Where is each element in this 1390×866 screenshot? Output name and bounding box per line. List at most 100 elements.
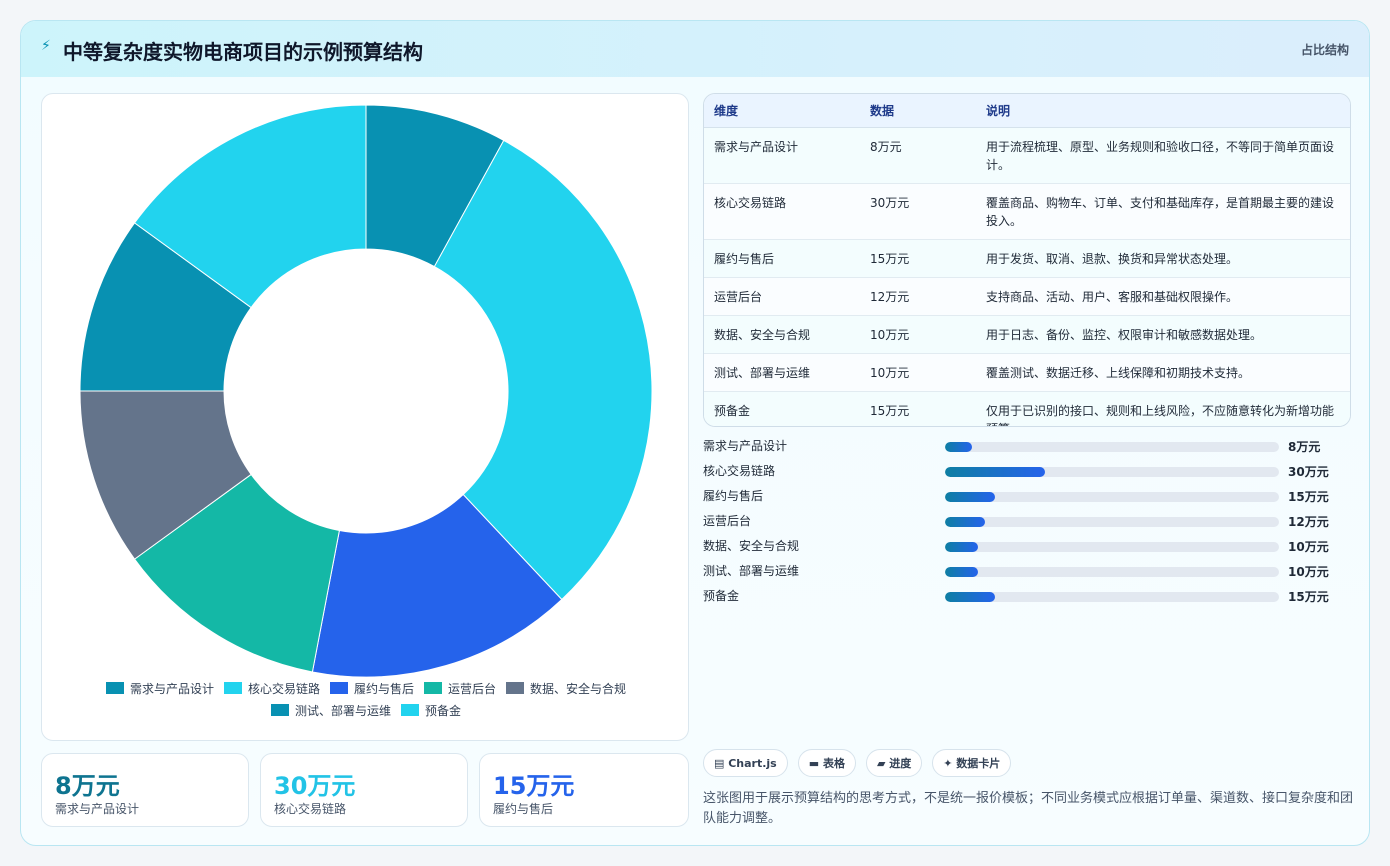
cell-description: 用于发货、取消、退款、换货和异常状态处理。 xyxy=(976,239,1350,278)
table-header-row: 维度 数据 说明 xyxy=(704,94,1350,128)
progress-value: 30万元 xyxy=(1288,465,1329,479)
progress-value: 8万元 xyxy=(1288,440,1321,454)
legend-item[interactable]: 核心交易链路 xyxy=(223,680,320,696)
progress-row: 履约与售后 15万元 xyxy=(703,485,1343,510)
progress-value: 10万元 xyxy=(1288,565,1329,579)
progress-track xyxy=(945,442,1279,452)
legend-item[interactable]: 测试、部署与运维 xyxy=(270,702,391,718)
table-row: 履约与售后 15万元 用于发货、取消、退款、换货和异常状态处理。 xyxy=(704,239,1350,278)
chip-sparkle[interactable]: ✦ 数据卡片 xyxy=(932,749,1012,777)
legend-item[interactable]: 数据、安全与合规 xyxy=(506,680,626,696)
legend-swatch xyxy=(424,682,442,694)
table-row: 核心交易链路 30万元 覆盖商品、购物车、订单、支付和基础库存，是首期最主要的建设投… xyxy=(704,183,1350,240)
table-row: 数据、安全与合规 10万元 用于日志、备份、监控、权限审计和敏感数据处理。 xyxy=(704,315,1350,354)
progress-value: 15万元 xyxy=(1288,490,1329,504)
cell-dimension: 履约与售后 xyxy=(704,239,860,278)
progress-label: 数据、安全与合规 xyxy=(703,539,800,553)
donut-slice-6[interactable] xyxy=(133,104,367,309)
donut-chart xyxy=(79,104,653,678)
progress-fill xyxy=(945,467,1046,477)
cell-data: 15万元 xyxy=(860,239,976,278)
donut-slice-2[interactable] xyxy=(311,493,563,678)
legend-swatch xyxy=(223,682,242,694)
progress-row: 测试、部署与运维 10万元 xyxy=(703,560,1343,585)
cell-data: 8万元 xyxy=(860,127,976,184)
progress-fill xyxy=(945,517,986,527)
progress-label: 预备金 xyxy=(703,589,740,603)
progress-row: 需求与产品设计 8万元 xyxy=(703,435,1343,460)
chip-table[interactable]: ▬ 表格 xyxy=(797,749,856,777)
progress-label: 测试、部署与运维 xyxy=(703,564,800,578)
stat-card-0: 8万元 需求与产品设计 xyxy=(41,753,249,827)
cell-data: 15万元 xyxy=(860,391,976,426)
page-title: 中等复杂度实物电商项目的示例预算结构 xyxy=(63,40,423,64)
progress-row: 数据、安全与合规 10万元 xyxy=(703,535,1343,560)
header-tag: 占比结构 xyxy=(1300,43,1349,57)
chip-progress[interactable]: ▰ 进度 xyxy=(865,749,923,777)
progress-list: 需求与产品设计 8万元 核心交易链路 30万元 履约与售后 15万元 运营后台 12万元 数据、… xyxy=(703,435,1343,610)
table-row: 测试、部署与运维 10万元 覆盖测试、数据迁移、上线保障和初期技术支持。 xyxy=(704,353,1350,392)
col-header-dimension: 维度 xyxy=(704,94,860,128)
cell-data: 10万元 xyxy=(860,353,976,392)
bolt-icon: ⚡ xyxy=(41,38,51,54)
stat-card-1: 30万元 核心交易链路 xyxy=(260,753,468,827)
progress-value: 12万元 xyxy=(1288,515,1329,529)
legend-label: 测试、部署与运维 xyxy=(294,703,391,718)
legend-label: 数据、安全与合规 xyxy=(530,681,627,696)
progress-fill xyxy=(945,592,996,602)
cell-description: 覆盖测试、数据迁移、上线保障和初期技术支持。 xyxy=(976,353,1350,392)
cell-data: 30万元 xyxy=(860,183,976,240)
progress-row: 核心交易链路 30万元 xyxy=(703,460,1343,485)
donut-chart-panel: 需求与产品设计 核心交易链路 履约与售后 运营后台 数据、安全与合规测试、部署与运维 预备… xyxy=(41,93,689,741)
progress-track xyxy=(945,492,1279,502)
cell-data: 12万元 xyxy=(860,277,976,316)
card-header: ⚡ 中等复杂度实物电商项目的示例预算结构 占比结构 xyxy=(21,21,1369,77)
legend-label: 预备金 xyxy=(425,703,462,718)
stat-value: 8万元 xyxy=(55,772,120,800)
progress-label: 履约与售后 xyxy=(703,489,764,503)
progress-fill xyxy=(945,492,996,502)
cell-data: 10万元 xyxy=(860,315,976,354)
progress-track xyxy=(945,542,1279,552)
view-chips: ▤ Chart.js ▬ 表格 ▰ 进度 ✦ 数据卡片 xyxy=(703,749,1021,777)
stat-label: 履约与售后 xyxy=(493,802,554,816)
budget-table: 维度 数据 说明 需求与产品设计 8万元 用于流程梳理、原型、业务规则和验收口径，不… xyxy=(703,93,1351,427)
cell-description: 仅用于已识别的接口、规则和上线风险，不应随意转化为新增功能预算。 xyxy=(976,391,1350,426)
legend-label: 需求与产品设计 xyxy=(129,681,214,696)
stat-label: 需求与产品设计 xyxy=(55,802,140,816)
col-header-description: 说明 xyxy=(976,94,1350,128)
progress-fill xyxy=(945,442,972,452)
legend-swatch xyxy=(329,682,348,694)
table-row: 运营后台 12万元 支持商品、活动、用户、客服和基础权限操作。 xyxy=(704,277,1350,316)
donut-slice-3[interactable] xyxy=(133,473,340,673)
cell-dimension: 运营后台 xyxy=(704,277,860,316)
legend-swatch xyxy=(506,682,525,694)
legend-swatch xyxy=(270,704,289,716)
progress-track xyxy=(945,517,1279,527)
legend-item[interactable]: 运营后台 xyxy=(424,680,496,696)
chip-chart[interactable]: ▤ Chart.js xyxy=(703,749,788,777)
stat-label: 核心交易链路 xyxy=(274,802,347,816)
cell-dimension: 测试、部署与运维 xyxy=(704,353,860,392)
progress-value: 10万元 xyxy=(1288,540,1329,554)
cell-dimension: 预备金 xyxy=(704,391,860,426)
stat-card-2: 15万元 履约与售后 xyxy=(479,753,689,827)
cell-description: 用于流程梳理、原型、业务规则和验收口径，不等同于简单页面设计。 xyxy=(976,127,1350,184)
legend-item[interactable]: 履约与售后 xyxy=(329,680,414,696)
progress-fill xyxy=(945,542,979,552)
legend-item[interactable]: 需求与产品设计 xyxy=(105,680,214,696)
progress-label: 核心交易链路 xyxy=(703,464,776,478)
footnote: 这张图用于展示预算结构的思考方式，不是统一报价模板；不同业务模式应根据订单量、渠… xyxy=(703,791,1354,826)
legend-label: 履约与售后 xyxy=(353,681,414,696)
cell-description: 用于日志、备份、监控、权限审计和敏感数据处理。 xyxy=(976,315,1350,354)
legend-item[interactable]: 预备金 xyxy=(401,702,461,718)
progress-label: 需求与产品设计 xyxy=(703,439,788,453)
progress-row: 预备金 15万元 xyxy=(703,585,1343,610)
chart-legend: 需求与产品设计 核心交易链路 履约与售后 运营后台 数据、安全与合规测试、部署与运维 预备… xyxy=(62,680,670,718)
cell-description: 覆盖商品、购物车、订单、支付和基础库存，是首期最主要的建设投入。 xyxy=(976,183,1350,240)
donut-slice-1[interactable] xyxy=(433,139,653,601)
progress-value: 15万元 xyxy=(1288,590,1329,604)
cell-dimension: 需求与产品设计 xyxy=(704,127,860,184)
table-row: 需求与产品设计 8万元 用于流程梳理、原型、业务规则和验收口径，不等同于简单页面设计… xyxy=(704,127,1350,184)
budget-card: ⚡ 中等复杂度实物电商项目的示例预算结构 占比结构 需求与产品设计 核心交易链路履… xyxy=(20,20,1370,846)
